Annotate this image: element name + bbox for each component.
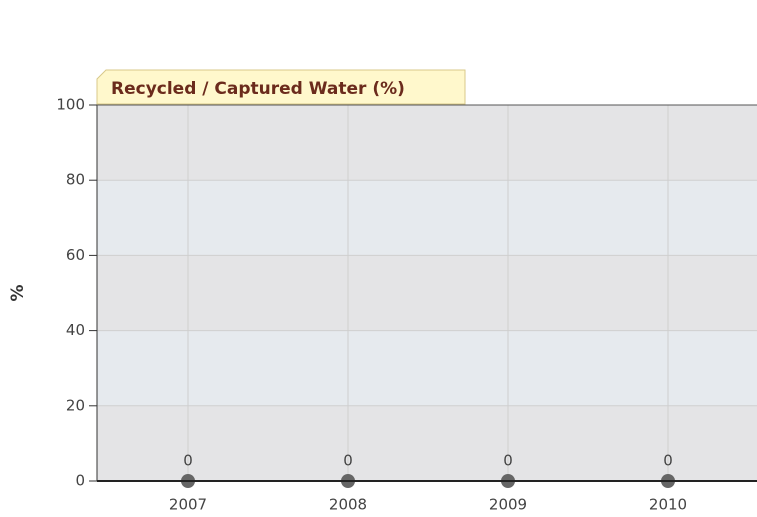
x-tick-label: 2010 <box>649 496 687 514</box>
plot-band <box>97 105 757 181</box>
x-tick-label: 2007 <box>169 496 207 514</box>
data-label: 0 <box>663 452 673 470</box>
y-tick-label: 60 <box>66 246 85 264</box>
y-tick-label: 0 <box>75 472 85 490</box>
title-tab <box>96 69 466 105</box>
plot-band <box>97 330 757 406</box>
y-tick-label: 100 <box>56 96 85 114</box>
plot-bands <box>97 105 757 481</box>
x-tick-label: 2009 <box>489 496 527 514</box>
y-tick-label: 80 <box>66 171 85 189</box>
data-label: 0 <box>183 452 193 470</box>
data-label: 0 <box>343 452 353 470</box>
data-label: 0 <box>503 452 513 470</box>
plot-band <box>97 255 757 331</box>
y-tick-label: 20 <box>66 396 85 414</box>
y-axis-title: % <box>8 284 28 301</box>
y-tick-label: 40 <box>66 321 85 339</box>
plot-band <box>97 405 757 481</box>
chart-title: Recycled / Captured Water (%) <box>111 79 405 99</box>
x-tick-label: 2008 <box>329 496 367 514</box>
plot-band <box>97 180 757 256</box>
